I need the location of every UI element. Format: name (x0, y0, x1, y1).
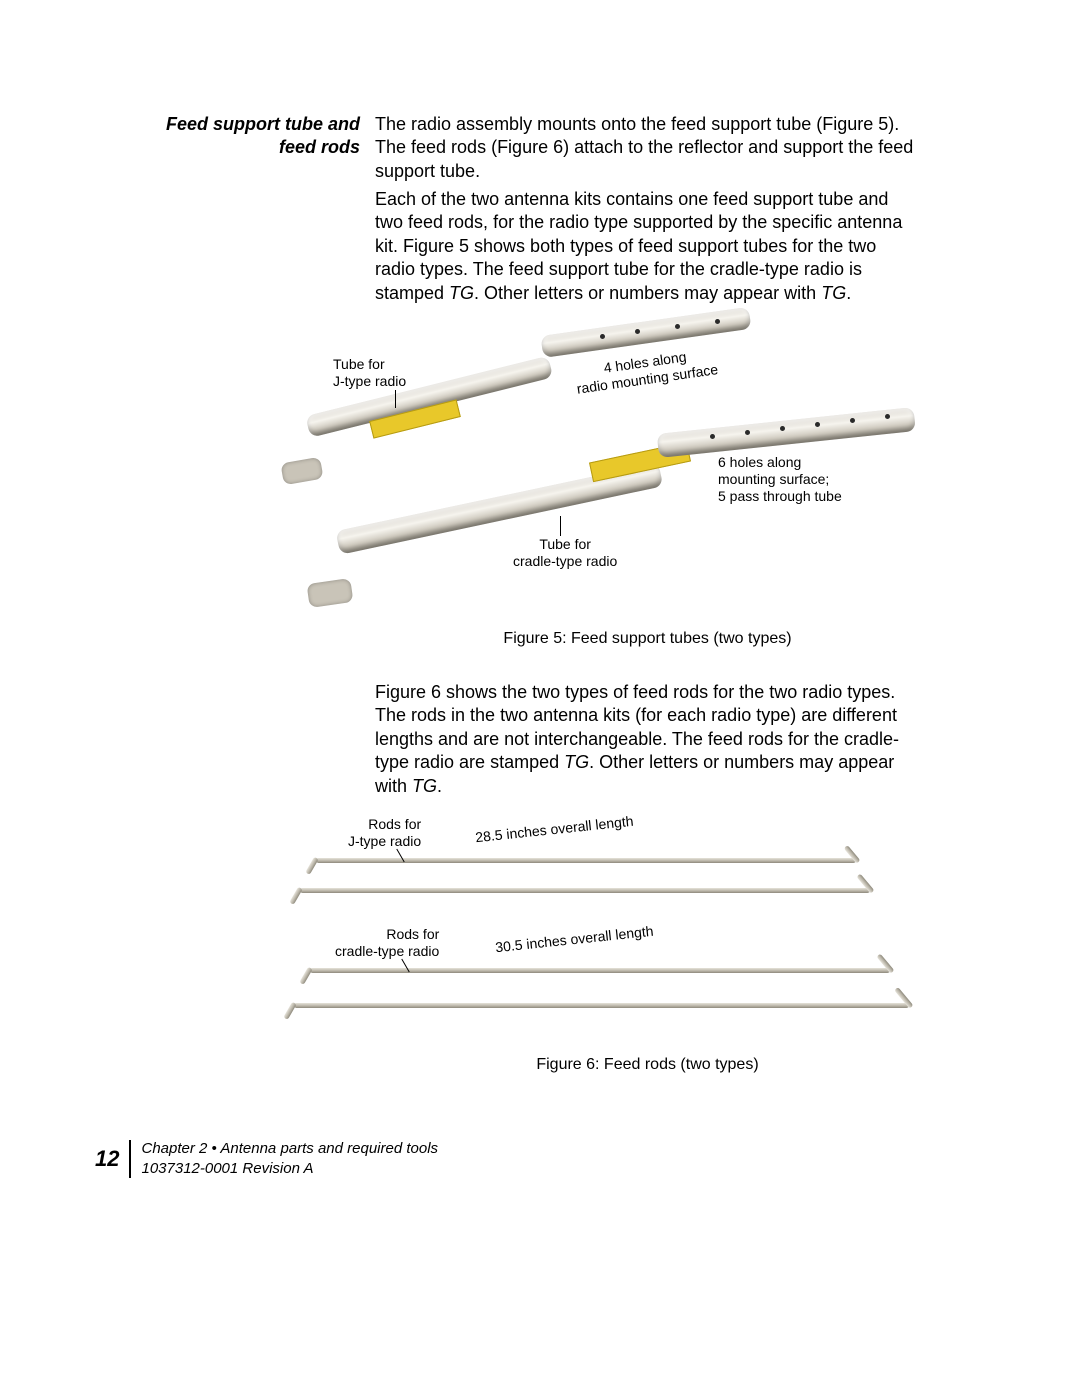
figure-5: Tube for J-type radio 4 holes along radi… (280, 306, 920, 614)
fig5-label-6holes-l3: 5 pass through tube (718, 488, 842, 505)
fig6-label-jlen: 28.5 inches overall length (475, 813, 635, 846)
hole-icon (745, 430, 750, 435)
footer-chapter: Chapter 2 • Antenna parts and required t… (141, 1139, 438, 1159)
hole-icon (600, 334, 605, 339)
leader-line (395, 390, 396, 408)
p2-text-b: . Other letters or numbers may appear wi… (474, 283, 821, 303)
fig5-label-jtype-l2: J-type radio (333, 373, 406, 390)
fig6-label-crods: Rods for cradle-type radio (335, 926, 439, 960)
p3-text-c: . (437, 776, 442, 796)
hole-icon (780, 426, 785, 431)
tube-j-end (280, 457, 323, 486)
fig6-label-jrods: Rods for J-type radio (348, 816, 421, 850)
rod-j-2 (300, 888, 870, 893)
hole-icon (715, 319, 720, 324)
leader-line (560, 516, 561, 536)
p2-text-c: . (846, 283, 851, 303)
rod-c-1 (310, 968, 890, 973)
hole-icon (850, 418, 855, 423)
paragraph-3: Figure 6 shows the two types of feed rod… (375, 681, 920, 798)
fig5-label-jtype: Tube for J-type radio (333, 356, 406, 390)
footer-docid: 1037312-0001 Revision A (141, 1159, 438, 1179)
fig6-label-jrods-l1: Rods for (348, 816, 421, 833)
page-number: 12 (95, 1146, 129, 1172)
tube-cradle-upper (657, 407, 916, 458)
fig5-label-6holes: 6 holes along mounting surface; 5 pass t… (718, 454, 842, 504)
p2-em-1: TG (449, 283, 474, 303)
paragraph-2: Each of the two antenna kits contains on… (375, 188, 920, 305)
rod-bend (305, 857, 318, 875)
fig6-label-crods-l1: Rods for (335, 926, 439, 943)
paragraph-1: The radio assembly mounts onto the feed … (375, 113, 920, 183)
hole-icon (885, 414, 890, 419)
rod-bend (299, 967, 312, 985)
margin-heading: Feed support tube and feed rods (165, 113, 360, 160)
fig5-label-cradle-l1: Tube for (513, 536, 617, 553)
fig5-label-cradle-l2: cradle-type radio (513, 553, 617, 570)
rod-bend (289, 887, 302, 905)
fig5-label-jtype-l1: Tube for (333, 356, 406, 373)
rod-j-1 (316, 858, 856, 863)
fig6-label-crods-l2: cradle-type radio (335, 943, 439, 960)
tube-cradle-end (307, 578, 354, 608)
fig5-label-6holes-l2: mounting surface; (718, 471, 842, 488)
figure-6: Rods for J-type radio 28.5 inches overal… (280, 808, 920, 1038)
rod-bend (283, 1002, 296, 1020)
p3-em-1: TG (564, 752, 589, 772)
hole-icon (710, 434, 715, 439)
footer-text: Chapter 2 • Antenna parts and required t… (141, 1139, 438, 1178)
hole-icon (815, 422, 820, 427)
document-page: Feed support tube and feed rods The radi… (0, 0, 1080, 1397)
p3-em-2: TG (412, 776, 437, 796)
fig5-label-4holes: 4 holes along radio mounting surface (573, 344, 719, 397)
figure-5-caption: Figure 5: Feed support tubes (two types) (375, 630, 920, 648)
fig6-label-jrods-l2: J-type radio (348, 833, 421, 850)
figure-6-caption: Figure 6: Feed rods (two types) (375, 1056, 920, 1074)
fig5-label-cradle: Tube for cradle-type radio (513, 536, 617, 570)
hole-icon (635, 329, 640, 334)
footer-divider (129, 1140, 131, 1178)
page-footer: 12 Chapter 2 • Antenna parts and require… (95, 1139, 438, 1178)
p2-em-2: TG (821, 283, 846, 303)
rod-c-2 (294, 1003, 909, 1008)
hole-icon (675, 324, 680, 329)
fig6-label-clen: 30.5 inches overall length (495, 923, 655, 956)
fig5-label-6holes-l1: 6 holes along (718, 454, 842, 471)
tube-j-upper (540, 307, 751, 358)
